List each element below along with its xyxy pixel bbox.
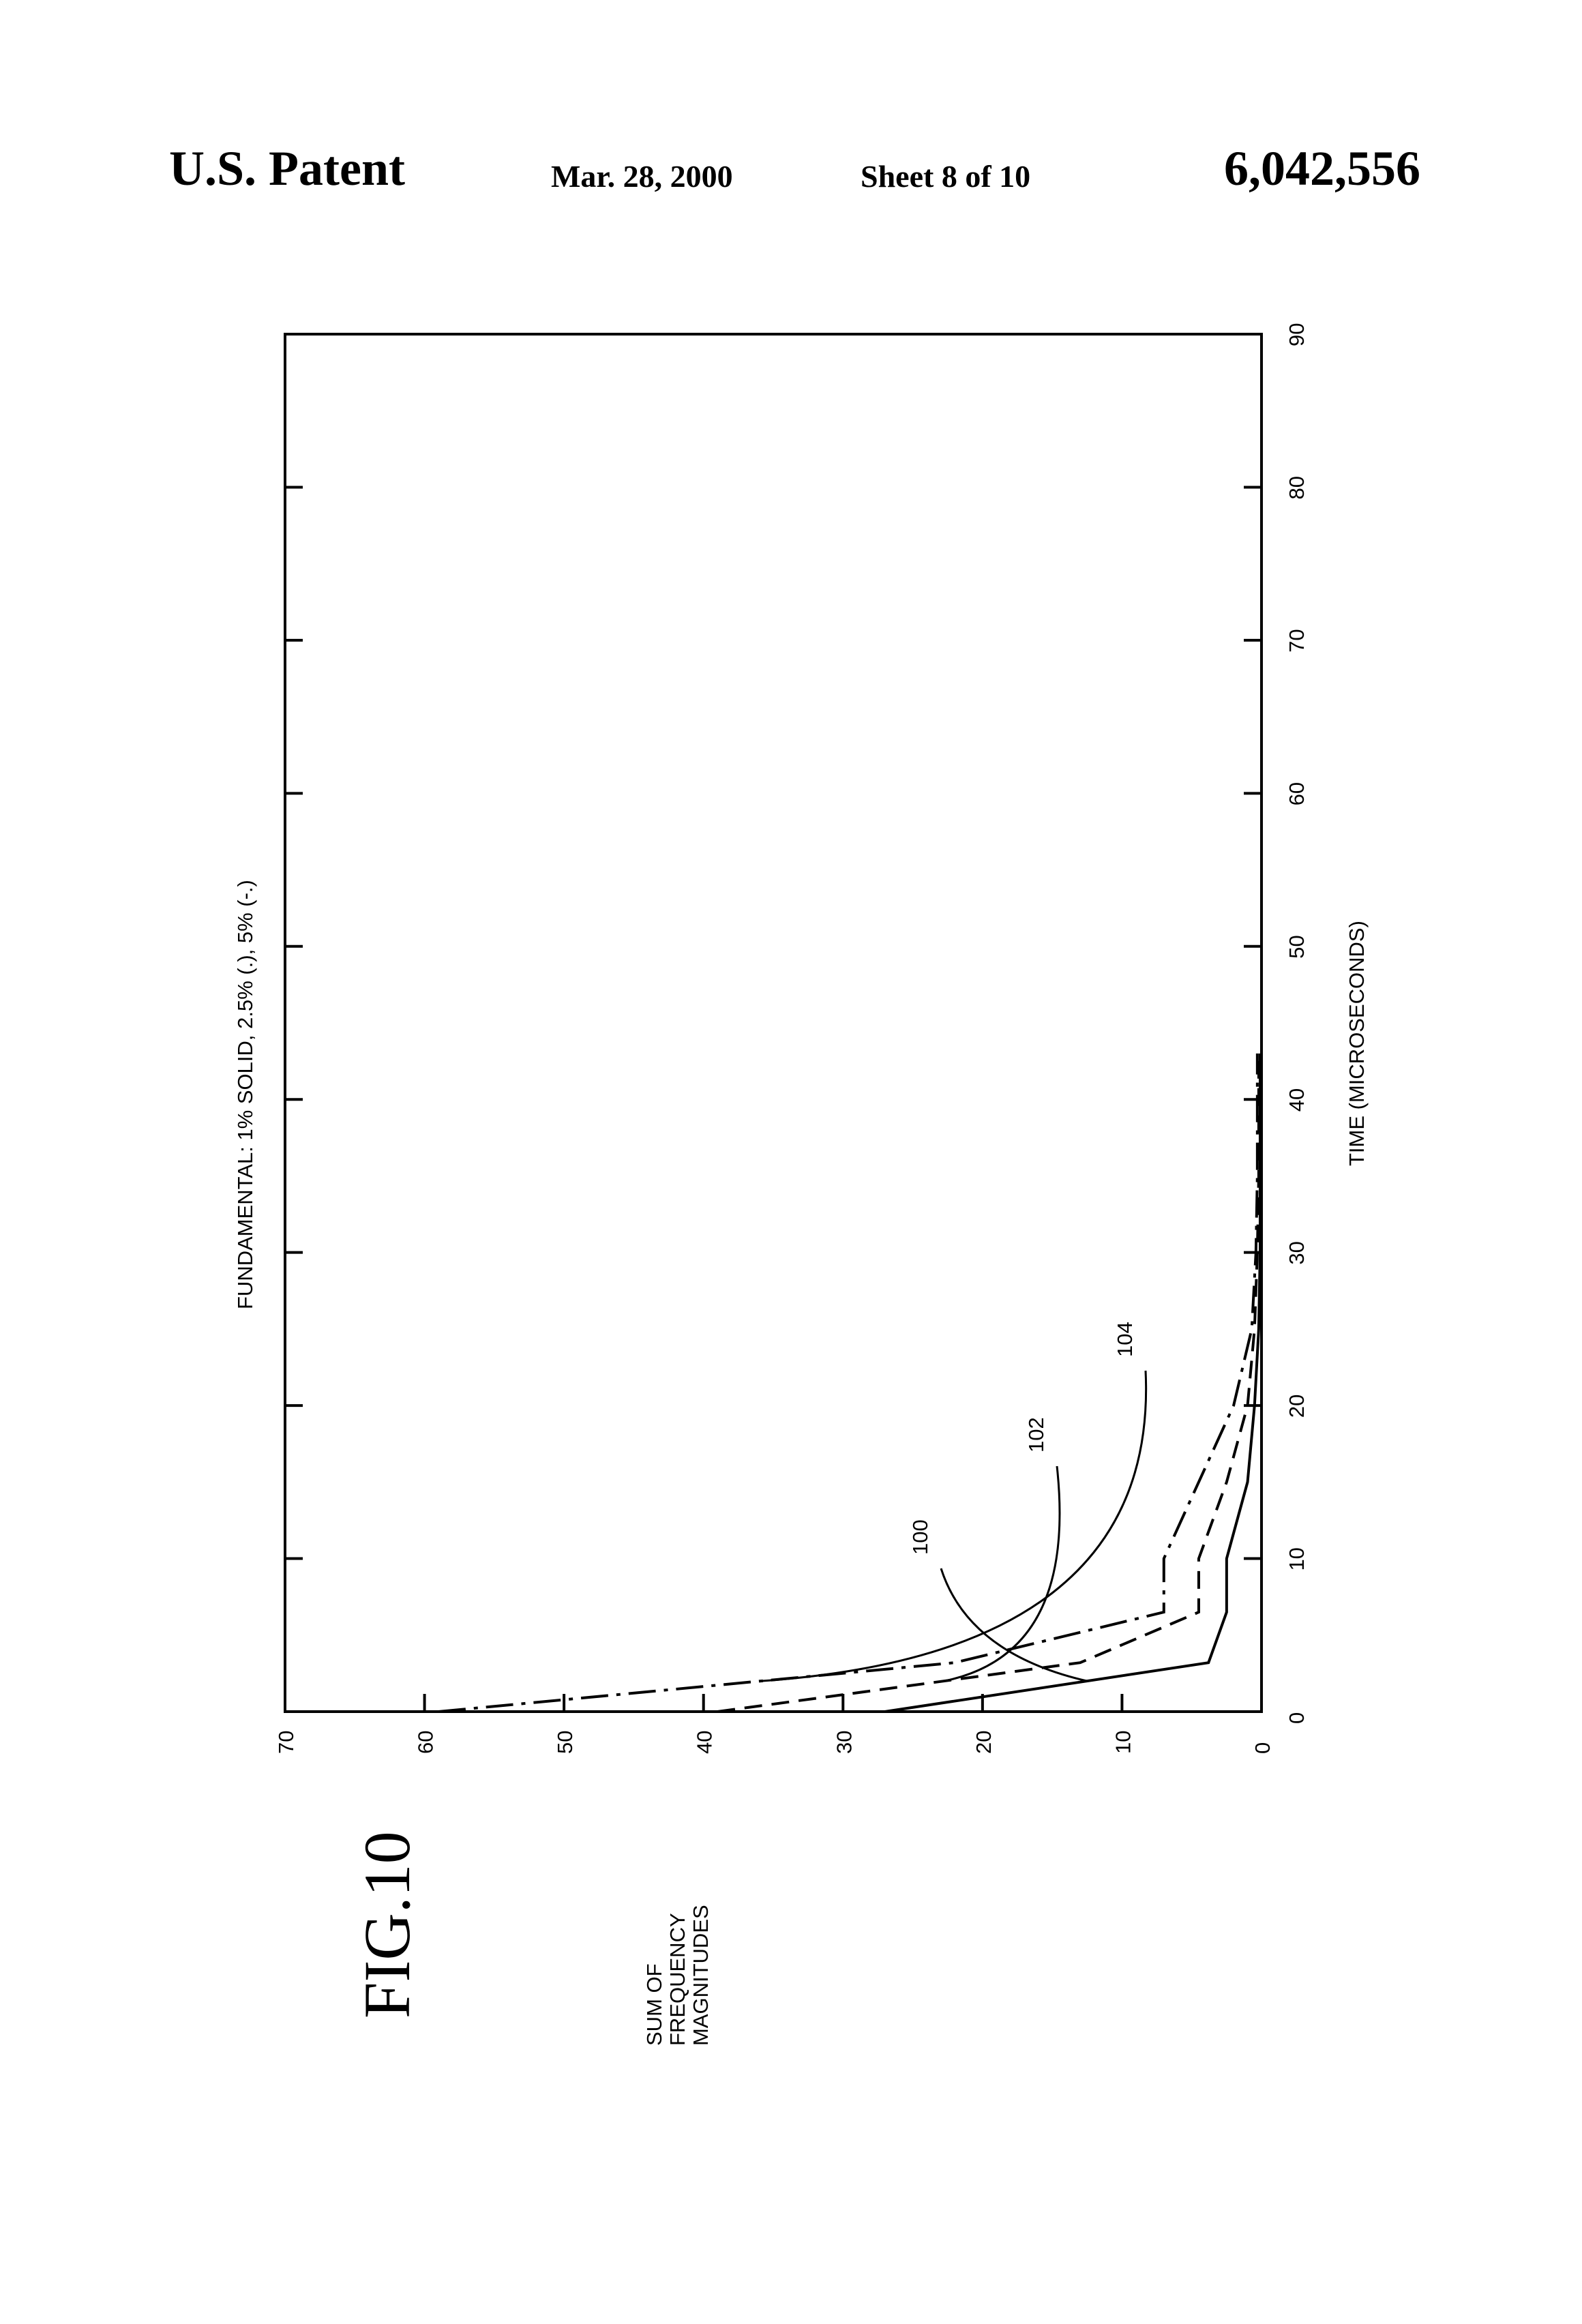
x-tick-label: 0 [1285,1712,1309,1724]
annotation-leader-100 [941,1568,1087,1681]
y-tick-label: 10 [1111,1731,1135,1754]
x-tick-label: 40 [1285,1088,1309,1112]
y-tick-label: 20 [972,1731,996,1754]
series-line-104 [438,1054,1257,1712]
x-axis-label: TIME (MICROSECONDS) [1345,921,1369,1166]
y-axis-label: SUM OF FREQUENCY MAGNITUDES [642,1905,713,2046]
y-tick-label: 50 [553,1731,577,1754]
x-tick-label: 20 [1285,1395,1309,1418]
x-tick-label: 90 [1285,323,1309,346]
series-line-102 [717,1054,1259,1712]
plot-frame [285,334,1262,1712]
x-tick-label: 10 [1285,1547,1309,1570]
annotation-label-100: 100 [908,1519,932,1555]
x-tick-label: 70 [1285,629,1309,652]
series-layer [438,1054,1260,1712]
x-axis-ticks: 0 10 20 30 40 50 60 70 80 90 [285,323,1309,1724]
y-axis-label-line-2: FREQUENCY [666,1913,689,2046]
annotation-leader-102 [944,1466,1060,1681]
x-tick-label: 60 [1285,782,1309,805]
x-tick-label: 50 [1285,935,1309,958]
x-tick-label: 80 [1285,476,1309,499]
annotation-label-104: 104 [1113,1322,1137,1357]
y-axis-label-line-3: MAGNITUDES [689,1905,713,2046]
y-tick-label: 30 [832,1731,856,1754]
y-tick-label: 0 [1251,1742,1274,1754]
chart-title: FUNDAMENTAL: 1% SOLID, 2.5% (.), 5% (-.) [233,880,257,1309]
y-tick-label: 60 [414,1731,438,1754]
figure-label: FIG.10 [350,1831,423,2018]
annotation-leader-104 [761,1371,1146,1681]
annotation-layer: 100 102 104 [761,1322,1146,1681]
annotation-label-102: 102 [1024,1417,1048,1452]
x-tick-label: 30 [1285,1241,1309,1264]
y-axis-label-line-1: SUM OF [642,1963,666,2046]
series-line-100 [885,1054,1260,1712]
y-tick-label: 70 [274,1731,298,1754]
y-tick-label: 40 [693,1731,717,1754]
